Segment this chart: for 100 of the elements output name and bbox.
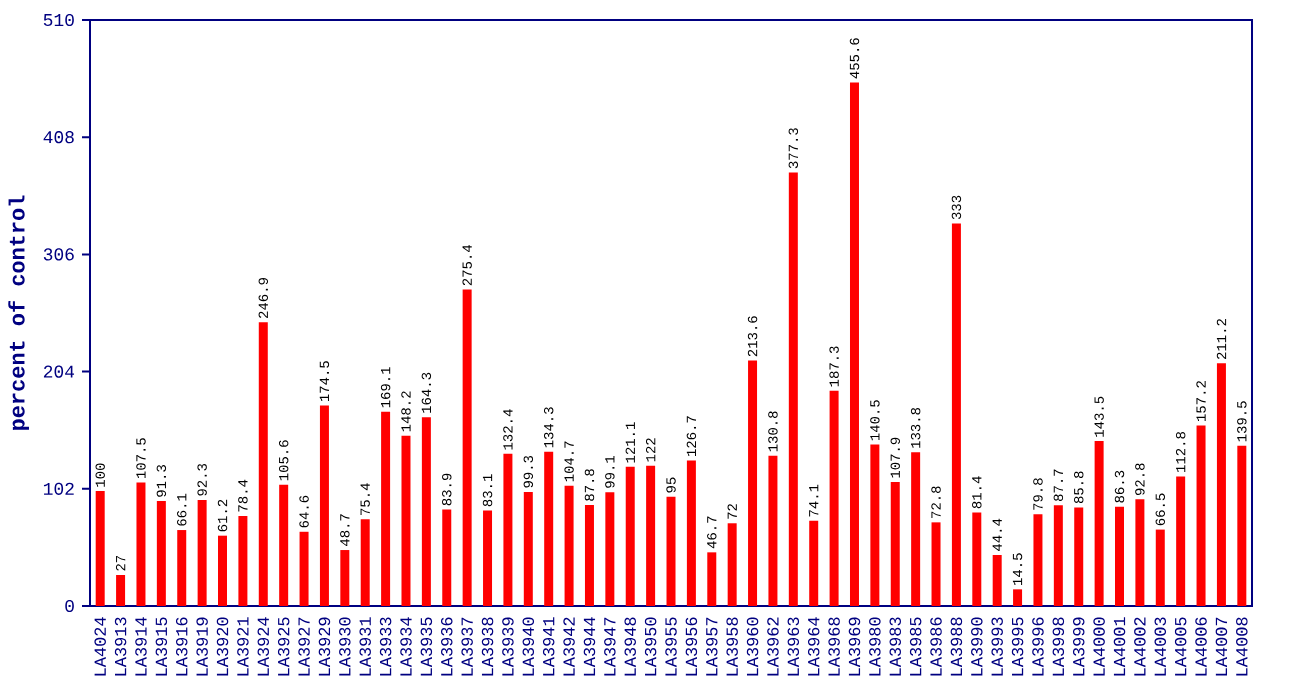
- x-tick-label: LA3969: [848, 617, 861, 676]
- x-tick-label: LA3933: [379, 617, 392, 676]
- x-tick-label: LA4003: [1154, 617, 1167, 676]
- bar: [299, 531, 309, 606]
- x-tick-label: LA3980: [869, 617, 881, 676]
- x-tick-label: LA3985: [909, 617, 922, 676]
- x-tick-label: LA3963: [787, 617, 800, 676]
- bar: [421, 417, 431, 606]
- bar: [544, 451, 554, 606]
- bar: [727, 523, 737, 606]
- x-tick-label: LA4006: [1195, 617, 1207, 676]
- y-tick-label: 408: [43, 131, 74, 144]
- bar: [1013, 589, 1023, 606]
- bar: [360, 519, 370, 606]
- bar: [951, 223, 961, 606]
- bar: [707, 552, 717, 606]
- bar: [788, 172, 798, 606]
- x-tick-label: LA3947: [604, 617, 616, 676]
- bar: [197, 499, 207, 606]
- bar: [605, 492, 615, 606]
- x-tick-label: LA3915: [155, 617, 168, 676]
- bar: [177, 530, 187, 606]
- bar: [829, 390, 839, 606]
- x-tick-label: LA3993: [991, 617, 1003, 676]
- bar: [340, 550, 350, 606]
- x-tick-label: LA3914: [135, 617, 147, 676]
- bar: [156, 501, 166, 606]
- x-tick-label: LA4001: [1113, 617, 1126, 676]
- bar: [1074, 507, 1084, 606]
- bar: [319, 405, 329, 606]
- bar: [523, 491, 533, 606]
- x-tick-label: LA3925: [277, 617, 290, 676]
- x-tick-label: LA3968: [828, 617, 840, 676]
- bar: [136, 482, 146, 606]
- x-tick-label: LA3929: [318, 617, 331, 676]
- x-tick-label: LA3996: [1032, 617, 1044, 676]
- x-tick-label: LA3920: [216, 617, 229, 676]
- x-tick-label: LA3960: [746, 617, 759, 676]
- bar: [992, 554, 1002, 606]
- x-tick-label: LA3935: [420, 617, 433, 676]
- bar: [1237, 445, 1247, 606]
- bar: [584, 505, 594, 606]
- x-tick-label: LA3995: [1011, 617, 1024, 676]
- bar: [503, 453, 513, 606]
- bar: [748, 360, 758, 606]
- x-tick-label: LA3956: [685, 617, 698, 676]
- bar: [564, 485, 574, 606]
- y-tick-label: 0: [65, 599, 74, 613]
- bar: [1115, 506, 1124, 606]
- x-tick-label: LA4024: [94, 617, 106, 676]
- x-tick-label: LA3998: [1052, 617, 1065, 676]
- x-tick-label: LA3921: [237, 617, 249, 676]
- bar: [279, 484, 289, 606]
- x-tick-label: LA3999: [1072, 617, 1085, 676]
- bar: [1033, 514, 1043, 606]
- bar: [931, 522, 941, 606]
- x-tick-label: LA3948: [624, 617, 636, 676]
- bar: [646, 465, 656, 606]
- bar: [1216, 363, 1226, 606]
- x-tick-label: LA4008: [1236, 617, 1248, 676]
- bar: [666, 496, 676, 606]
- bar: [686, 460, 696, 606]
- bar: [849, 82, 859, 606]
- x-tick-label: LA3957: [706, 617, 718, 676]
- x-tick-label: LA3955: [665, 617, 677, 676]
- bar: [870, 444, 880, 606]
- x-tick-label: LA4000: [1093, 617, 1105, 676]
- bar: [911, 452, 921, 606]
- bar: [768, 455, 778, 606]
- bar: [972, 512, 982, 606]
- x-tick-label: LA3988: [950, 617, 963, 676]
- bar: [381, 411, 391, 606]
- bar: [462, 289, 472, 606]
- x-tick-label: LA3944: [583, 617, 596, 676]
- x-tick-label: LA3924: [257, 617, 270, 676]
- bar: [238, 515, 248, 606]
- bar: [1135, 499, 1145, 606]
- bar: [95, 491, 105, 606]
- x-tick-label: LA3913: [114, 617, 127, 676]
- bar: [1196, 425, 1206, 606]
- x-tick-label: LA3983: [889, 617, 901, 676]
- bar: [442, 509, 452, 606]
- bar: [483, 510, 493, 606]
- bar: [218, 535, 228, 606]
- x-tick-label: LA3942: [563, 617, 575, 676]
- bar: [1176, 476, 1186, 606]
- x-tick-label: LA3939: [502, 617, 514, 676]
- x-tick-label: LA3940: [522, 617, 535, 676]
- bar: [890, 482, 900, 606]
- y-axis-title: percent of control: [8, 195, 29, 430]
- bar: [809, 520, 819, 606]
- x-tick-label: LA4005: [1174, 617, 1187, 676]
- x-tick-label: LA3938: [481, 617, 494, 676]
- x-tick-label: LA3962: [767, 617, 779, 676]
- x-tick-label: LA3927: [298, 617, 310, 676]
- y-tick-label: 204: [43, 365, 75, 378]
- bar: [401, 435, 411, 606]
- bar: [258, 322, 268, 606]
- x-tick-label: LA4007: [1215, 617, 1228, 676]
- bar: [625, 466, 635, 606]
